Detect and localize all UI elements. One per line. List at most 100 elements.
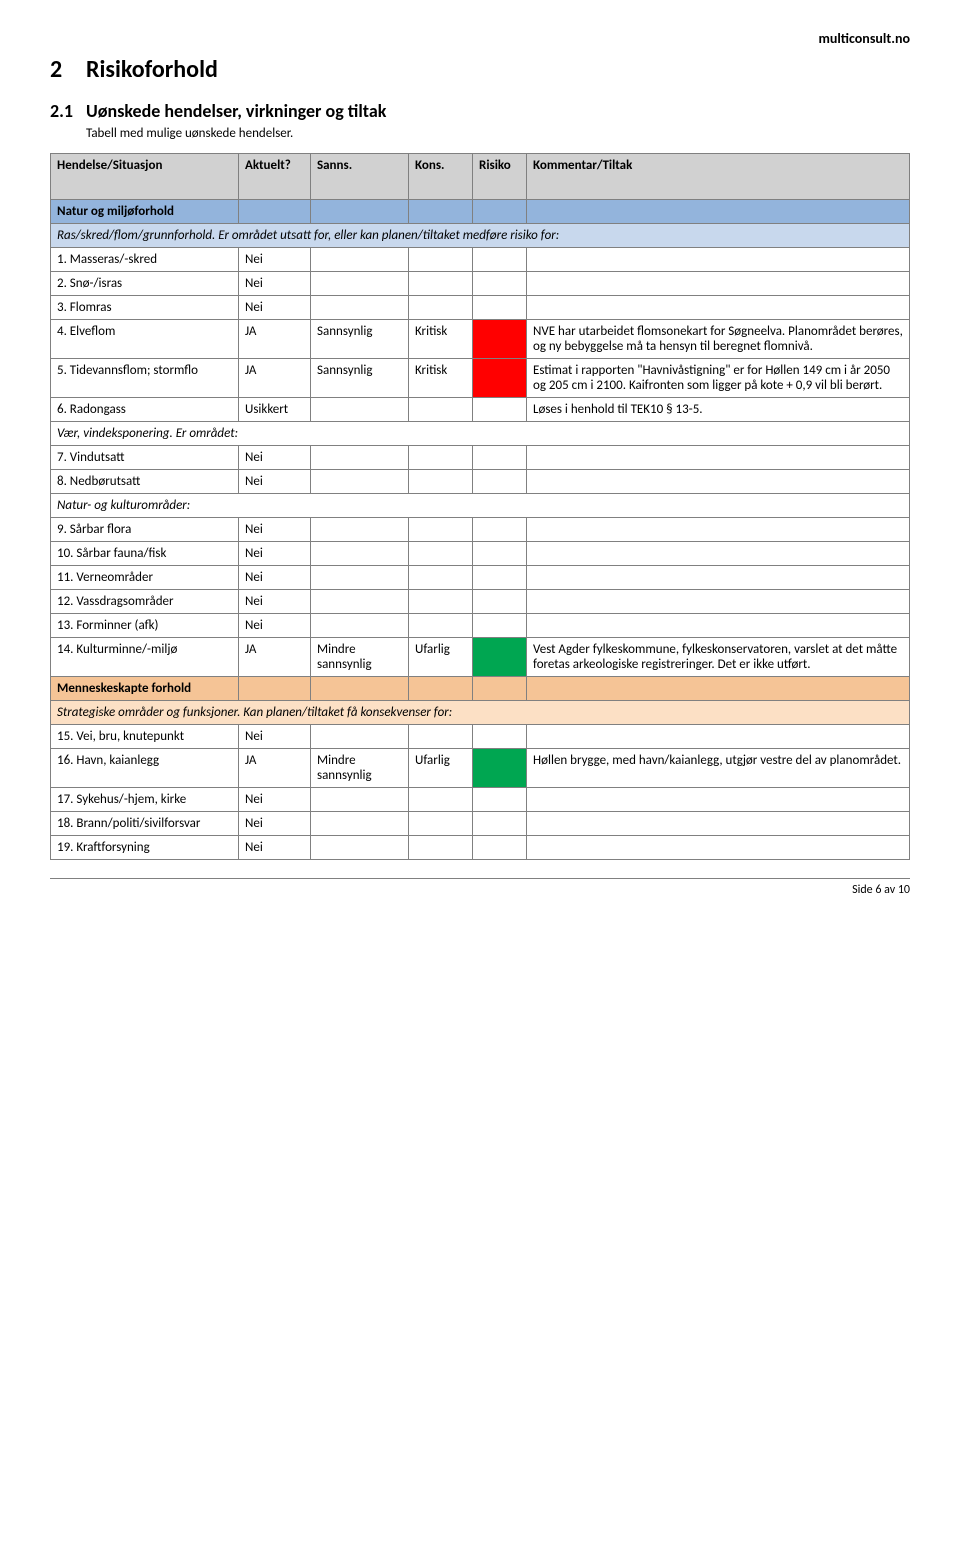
cell-kommentar: Estimat i rapporten "Havnivåstigning" er… [527,359,910,398]
subsection-naturkultur: Natur- og kulturområder: [51,494,910,518]
cell-label: 6. Radongass [51,398,239,422]
table-row: 8. Nedbørutsatt Nei [51,470,910,494]
risk-cell-red [473,320,527,359]
cell-aktuelt: Nei [239,812,311,836]
cell-kommentar: Vest Agder fylkeskommune, fylkeskonserva… [527,638,910,677]
cell-aktuelt: Nei [239,614,311,638]
subsection-vaer-text: Vær, vindeksponering. Er området: [51,422,910,446]
th-kons: Kons. [409,154,473,200]
section-natur-label: Natur og miljøforhold [51,200,239,224]
cell-label: 18. Brann/politi/sivilforsvar [51,812,239,836]
subsection-strategisk-text: Strategiske områder og funksjoner. Kan p… [51,701,910,725]
table-row: 13. Forminner (afk) Nei [51,614,910,638]
cell-aktuelt: Nei [239,272,311,296]
cell-aktuelt: Nei [239,590,311,614]
cell-sanns: Mindre sannsynlig [311,749,409,788]
table-row: 16. Havn, kaianlegg JA Mindre sannsynlig… [51,749,910,788]
table-header-row: Hendelse/Situasjon Aktuelt? Sanns. Kons.… [51,154,910,200]
table-row: 17. Sykehus/-hjem, kirke Nei [51,788,910,812]
table-row: 5. Tidevannsflom; stormflo JA Sannsynlig… [51,359,910,398]
subsection-ras-text: Ras/skred/flom/grunnforhold. Er området … [51,224,910,248]
table-row: 19. Kraftforsyning Nei [51,836,910,860]
cell-aktuelt: JA [239,320,311,359]
cell-kons: Ufarlig [409,638,473,677]
cell-label: 12. Vassdragsområder [51,590,239,614]
footer-divider [50,878,910,879]
intro-text: Tabell med mulige uønskede hendelser. [86,126,910,141]
table-row: 7. Vindutsatt Nei [51,446,910,470]
table-row: 2. Snø-/isras Nei [51,272,910,296]
section-mennesk: Menneskeskapte forhold [51,677,910,701]
heading-2-text: Uønskede hendelser, virkninger og tiltak [86,100,386,122]
cell-aktuelt: Nei [239,470,311,494]
cell-label: 10. Sårbar fauna/fisk [51,542,239,566]
cell-aktuelt: Nei [239,836,311,860]
cell-aktuelt: Usikkert [239,398,311,422]
cell-label: 17. Sykehus/-hjem, kirke [51,788,239,812]
cell-sanns: Mindre sannsynlig [311,638,409,677]
table-row: 14. Kulturminne/-miljø JA Mindre sannsyn… [51,638,910,677]
cell-kommentar: Høllen brygge, med havn/kaianlegg, utgjø… [527,749,910,788]
cell-label: 9. Sårbar flora [51,518,239,542]
heading-2-num: 2.1 [50,100,86,122]
heading-1-num: 2 [50,55,86,84]
cell-label: 4. Elveflom [51,320,239,359]
cell-label: 14. Kulturminne/-miljø [51,638,239,677]
th-hendelse: Hendelse/Situasjon [51,154,239,200]
risk-cell-red [473,359,527,398]
table-row: 9. Sårbar flora Nei [51,518,910,542]
cell-aktuelt: Nei [239,446,311,470]
heading-1: 2Risikoforhold [50,55,910,84]
risk-cell-green [473,749,527,788]
heading-2: 2.1Uønskede hendelser, virkninger og til… [50,100,910,122]
cell-label: 1. Masseras/-skred [51,248,239,272]
cell-aktuelt: Nei [239,518,311,542]
cell-kommentar: NVE har utarbeidet flomsonekart for Søgn… [527,320,910,359]
cell-label: 19. Kraftforsyning [51,836,239,860]
risk-cell-green [473,638,527,677]
cell-kommentar: Løses i henhold til TEK10 § 13-5. [527,398,910,422]
table-row: 3. Flomras Nei [51,296,910,320]
table-row: 18. Brann/politi/sivilforsvar Nei [51,812,910,836]
subsection-ras: Ras/skred/flom/grunnforhold. Er området … [51,224,910,248]
th-aktuelt: Aktuelt? [239,154,311,200]
risk-table: Hendelse/Situasjon Aktuelt? Sanns. Kons.… [50,153,910,860]
cell-aktuelt: Nei [239,566,311,590]
subsection-naturkultur-text: Natur- og kulturområder: [51,494,910,518]
cell-label: 3. Flomras [51,296,239,320]
table-row: 11. Verneområder Nei [51,566,910,590]
cell-aktuelt: JA [239,749,311,788]
cell-aktuelt: JA [239,359,311,398]
section-natur: Natur og miljøforhold [51,200,910,224]
cell-aktuelt: JA [239,638,311,677]
heading-1-text: Risikoforhold [86,55,218,84]
cell-label: 16. Havn, kaianlegg [51,749,239,788]
cell-aktuelt: Nei [239,248,311,272]
cell-label: 7. Vindutsatt [51,446,239,470]
cell-label: 13. Forminner (afk) [51,614,239,638]
cell-aktuelt: Nei [239,542,311,566]
th-sanns: Sanns. [311,154,409,200]
cell-label: 8. Nedbørutsatt [51,470,239,494]
th-kommentar: Kommentar/Tiltak [527,154,910,200]
cell-label: 11. Verneområder [51,566,239,590]
section-mennesk-label: Menneskeskapte forhold [51,677,239,701]
cell-label: 5. Tidevannsflom; stormflo [51,359,239,398]
cell-sanns: Sannsynlig [311,320,409,359]
cell-kons: Ufarlig [409,749,473,788]
table-row: 4. Elveflom JA Sannsynlig Kritisk NVE ha… [51,320,910,359]
table-row: 15. Vei, bru, knutepunkt Nei [51,725,910,749]
th-risiko: Risiko [473,154,527,200]
cell-label: 15. Vei, bru, knutepunkt [51,725,239,749]
subsection-strategisk: Strategiske områder og funksjoner. Kan p… [51,701,910,725]
cell-aktuelt: Nei [239,725,311,749]
table-row: 12. Vassdragsområder Nei [51,590,910,614]
cell-aktuelt: Nei [239,296,311,320]
subsection-vaer: Vær, vindeksponering. Er området: [51,422,910,446]
table-row: 6. Radongass Usikkert Løses i henhold ti… [51,398,910,422]
cell-sanns: Sannsynlig [311,359,409,398]
cell-label: 2. Snø-/isras [51,272,239,296]
table-row: 10. Sårbar fauna/fisk Nei [51,542,910,566]
page-footer: Side 6 av 10 [50,883,910,897]
cell-aktuelt: Nei [239,788,311,812]
